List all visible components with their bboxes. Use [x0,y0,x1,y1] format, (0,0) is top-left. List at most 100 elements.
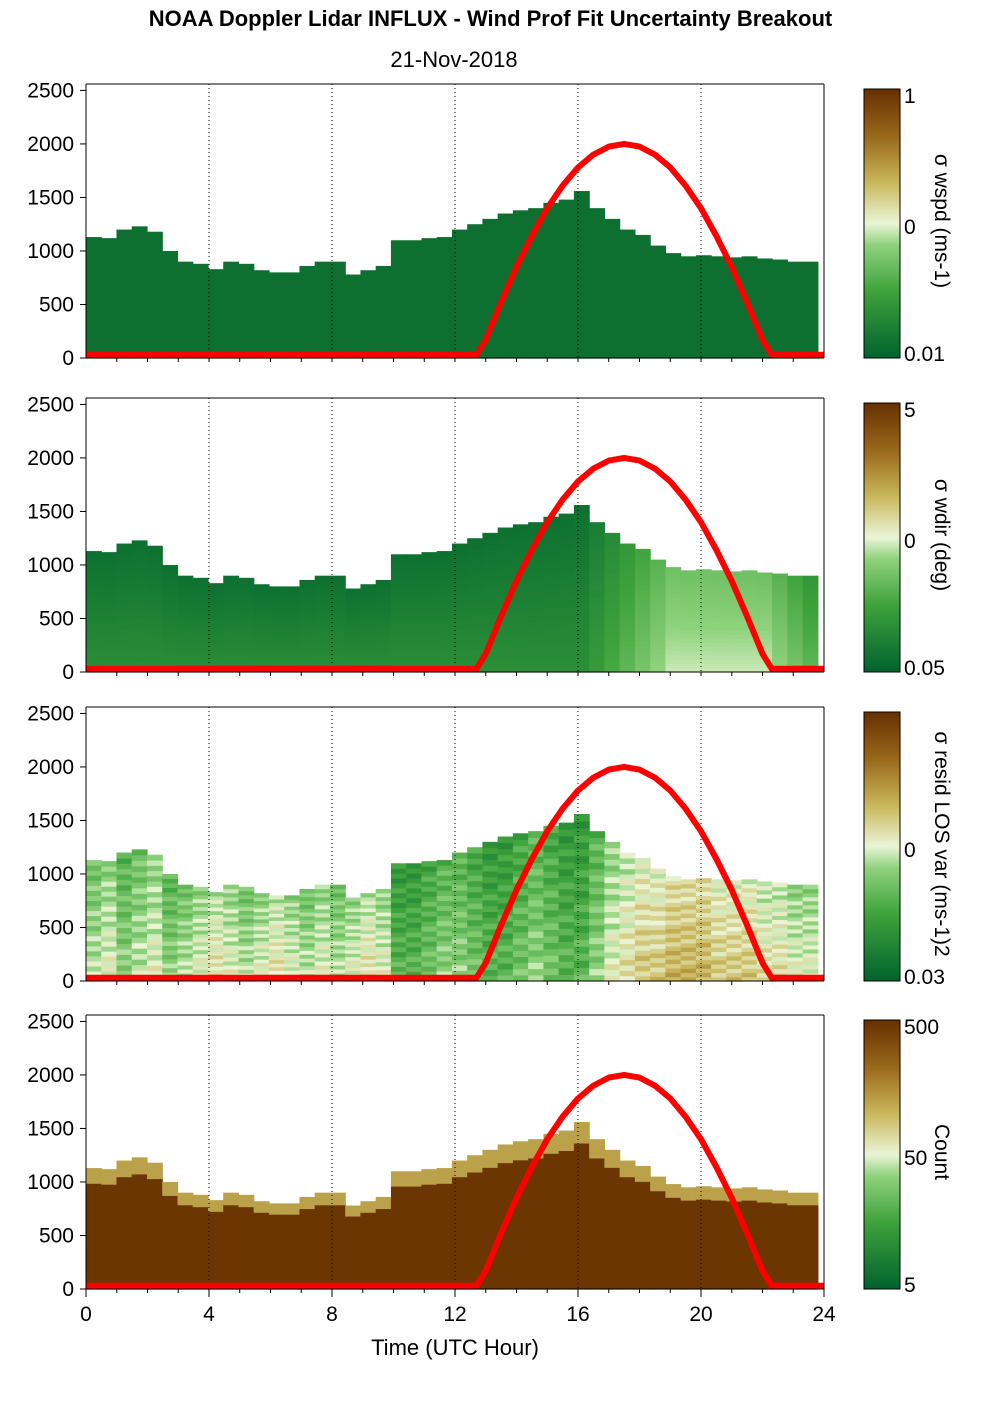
heatmap-cell [162,622,179,628]
heatmap-cell [177,273,194,279]
heatmap-cell [497,962,514,970]
heatmap-cell [787,587,804,593]
heatmap-cell [192,640,209,646]
heatmap-cell [329,639,346,645]
heatmap-cell [726,316,743,321]
heatmap-cell [619,970,636,977]
heatmap-cell [512,271,529,279]
heatmap-cell [726,600,743,606]
heatmap-cell [528,351,545,359]
heatmap-cell [634,306,651,313]
heatmap-cell [497,539,514,547]
colorbar-tick-label: 0 [904,530,916,553]
heatmap-cell [360,918,377,924]
heatmap-cell [390,931,407,938]
heatmap-cell [497,219,514,227]
heatmap-cell [680,1225,697,1231]
heatmap-cell [741,1195,758,1201]
heatmap-cell [131,341,148,348]
heatmap-cell [406,1190,423,1197]
heatmap-cell [162,259,179,265]
heatmap-cell [528,301,545,309]
heatmap-cell [360,661,377,666]
heatmap-cell [634,919,651,926]
heatmap-cell [604,300,621,307]
heatmap-cell [177,952,194,958]
heatmap-cell [680,947,697,952]
heatmap-cell [482,538,499,546]
heatmap-cell [665,288,682,294]
heatmap-cell [284,629,301,634]
heatmap-cell [726,592,743,598]
heatmap-cell [146,1267,163,1274]
heatmap-cell [360,646,377,651]
heatmap-cell [695,942,712,948]
heatmap-cell [314,920,331,926]
heatmap-cell [177,1192,194,1198]
heatmap-cell [436,940,453,947]
heatmap-cell [528,918,545,926]
heatmap-cell [451,906,468,913]
heatmap-cell [787,591,804,597]
heatmap-cell [482,917,499,924]
heatmap-cell [726,257,743,263]
heatmap-cell [711,947,727,952]
heatmap-cell [116,1278,133,1285]
heatmap-cell [101,881,118,887]
heatmap-cell [116,890,133,896]
heatmap-cell [695,659,712,665]
heatmap-cell [665,902,682,908]
heatmap-cell [604,1167,621,1174]
heatmap-cell [116,554,133,561]
heatmap-cell [558,592,575,600]
heatmap-cell [238,929,255,935]
heatmap-cell [543,549,560,557]
heatmap-cell [390,622,407,629]
heatmap-cell [756,1226,773,1232]
heatmap-cell [726,613,743,619]
heatmap-cell [223,293,240,299]
heatmap-cell [634,1191,651,1198]
heatmap-cell [177,281,194,287]
heatmap-cell [192,1198,209,1204]
heatmap-cell [101,552,118,558]
heatmap-cell [406,1235,423,1241]
heatmap-cell [726,303,743,309]
heatmap-cell [619,1251,636,1258]
heatmap-cell [482,276,499,284]
y-tick-label: 1500 [27,500,74,523]
heatmap-cell [299,296,316,302]
heatmap-cell [406,313,423,320]
heatmap-cell [589,837,605,845]
heatmap-cell [390,971,407,977]
heatmap-cell [436,292,453,299]
heatmap-cell [329,321,346,327]
heatmap-cell [131,562,148,569]
heatmap-cell [223,1232,240,1238]
heatmap-cell [680,913,697,919]
heatmap-cell [573,862,590,871]
heatmap-cell [772,964,788,970]
heatmap-cell [223,345,240,351]
heatmap-cell [467,1183,484,1190]
heatmap-cell [650,578,666,584]
heatmap-cell [467,875,484,882]
heatmap-cell [238,1210,255,1216]
heatmap-cell [421,1264,438,1270]
heatmap-cell [787,884,804,890]
heatmap-cell [787,273,804,279]
heatmap-cell [558,639,575,647]
heatmap-cell [360,281,377,286]
heatmap-cell [772,263,788,269]
heatmap-cell [375,1254,392,1259]
heatmap-cell [207,283,224,289]
heatmap-cell [116,320,133,327]
heatmap-cell [650,877,666,884]
heatmap-cell [162,268,179,274]
heatmap-cell [772,907,788,912]
heatmap-cell [207,1255,224,1260]
heatmap-cell [756,320,773,326]
heatmap-cell [741,638,758,643]
heatmap-cell [650,634,666,640]
heatmap-cell [162,596,179,602]
